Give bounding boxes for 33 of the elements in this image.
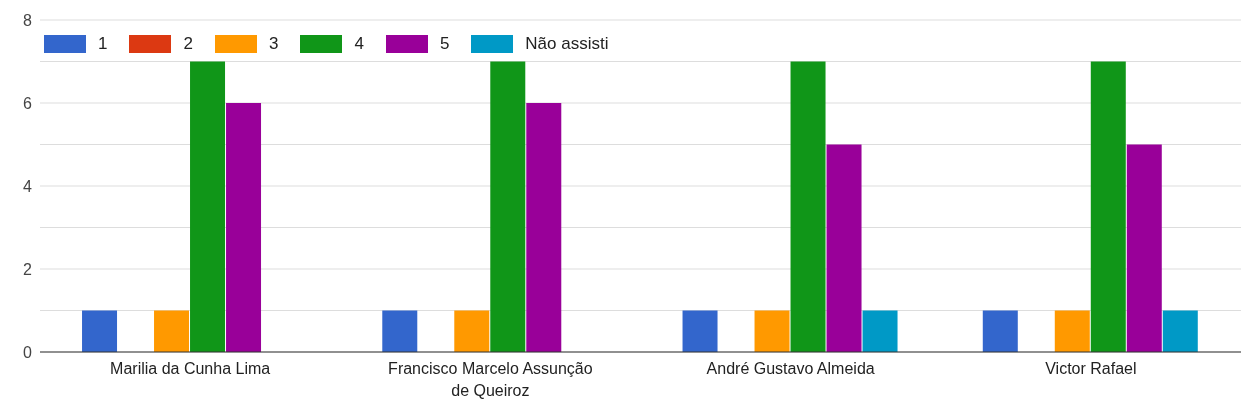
y-tick-label: 6 <box>23 94 33 112</box>
legend-label: 2 <box>182 34 193 54</box>
bar <box>454 310 490 352</box>
bar <box>1162 310 1198 352</box>
x-tick-label: André Gustavo Almeida <box>706 360 875 377</box>
bar <box>790 61 826 352</box>
bar <box>1090 61 1126 352</box>
bar <box>982 310 1018 352</box>
x-tick-label: Marilia da Cunha Lima <box>110 360 271 377</box>
legend-label: Não assisti <box>524 34 609 54</box>
bar <box>1126 144 1162 352</box>
legend-label: 1 <box>97 34 108 54</box>
bar <box>382 310 418 352</box>
bar <box>226 103 262 352</box>
y-tick-label: 2 <box>23 260 33 278</box>
y-tick-label: 8 <box>23 11 33 29</box>
legend-label: 4 <box>353 34 364 54</box>
legend-label: 3 <box>267 34 279 54</box>
bar <box>526 103 562 352</box>
bar <box>154 310 190 352</box>
bar <box>754 310 790 352</box>
bar <box>490 61 526 352</box>
y-tick-label: 0 <box>23 343 33 361</box>
y-tick-label: 4 <box>23 177 33 195</box>
bar <box>190 61 226 352</box>
bar <box>1054 310 1090 352</box>
legend-label: 5 <box>438 34 450 54</box>
bar <box>682 310 718 352</box>
bar <box>82 310 118 352</box>
bar <box>862 310 898 352</box>
x-tick-label: Francisco Marcelo Assunção de Queiroz <box>388 360 593 399</box>
bar <box>826 144 862 352</box>
x-tick-label: Victor Rafael <box>1045 360 1137 377</box>
